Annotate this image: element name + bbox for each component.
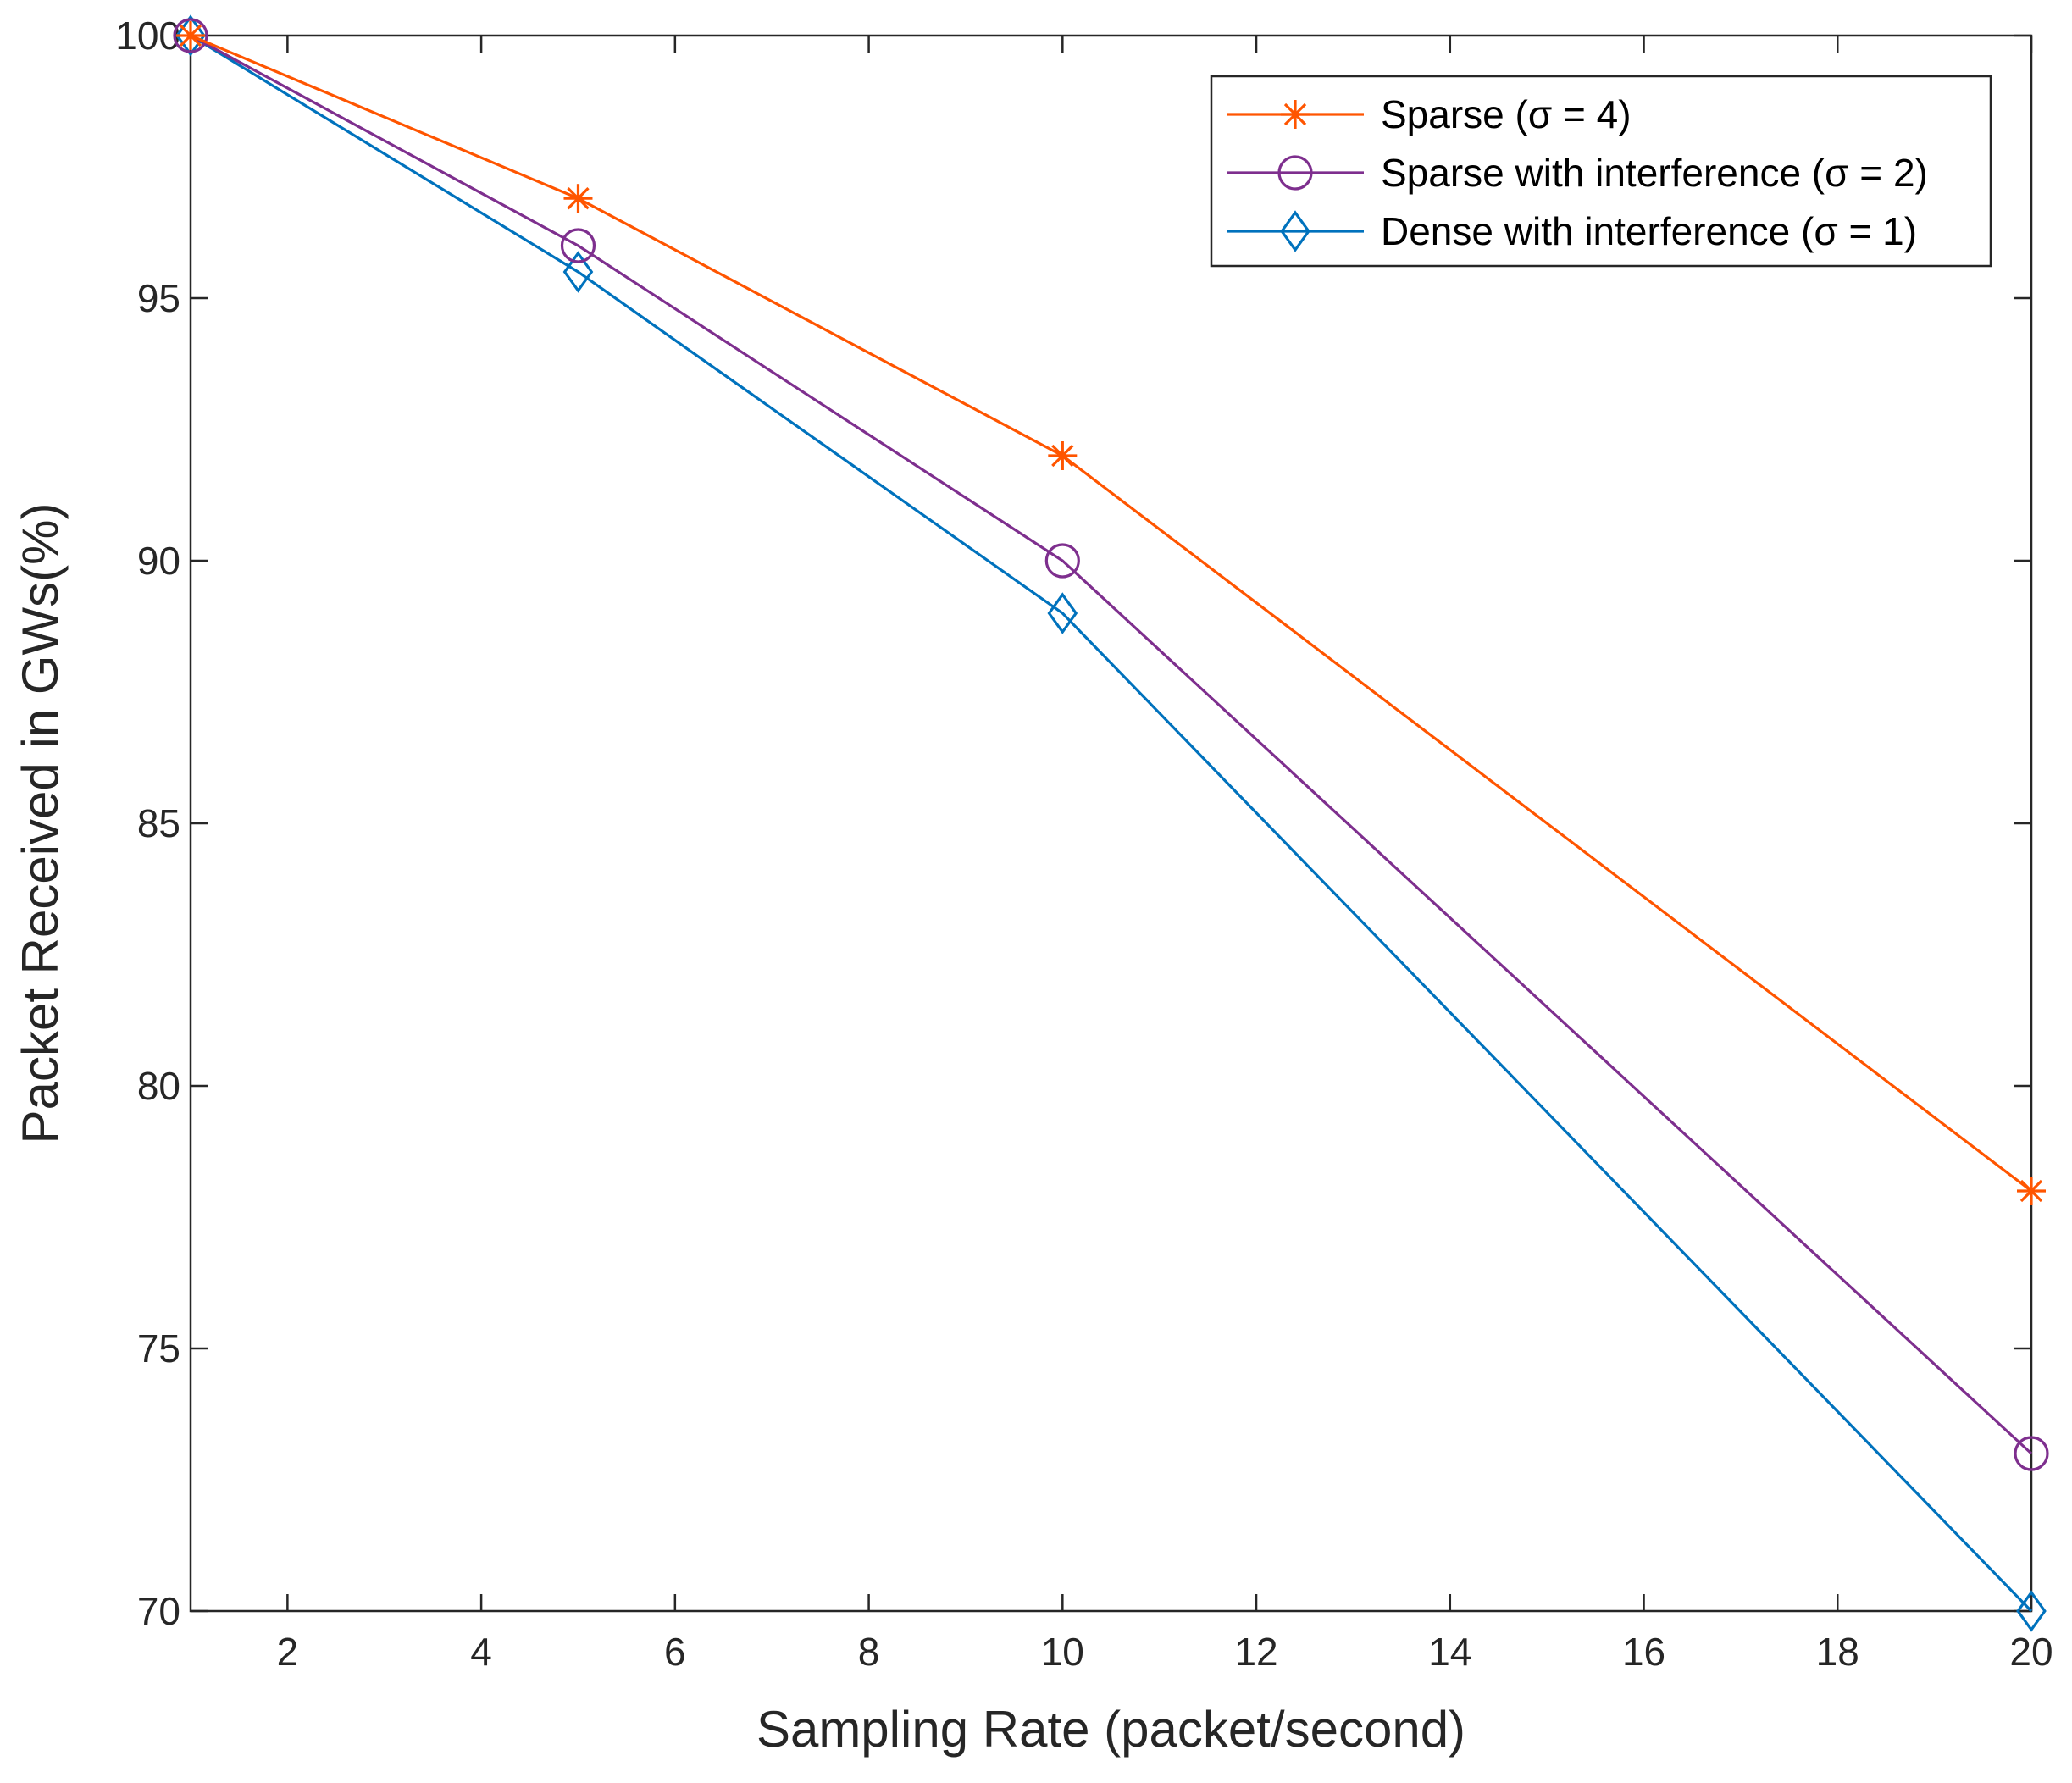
y-tick-label: 100: [115, 14, 180, 58]
x-tick-label: 10: [1041, 1630, 1084, 1674]
legend-label: Sparse with interference (σ = 2): [1381, 151, 1928, 195]
data-point: [563, 184, 593, 213]
x-tick-label: 16: [1622, 1630, 1665, 1674]
data-point: [1048, 441, 1078, 470]
legend-box: [1210, 75, 1992, 268]
series-group: [173, 14, 2049, 1632]
legend-marker: [1280, 210, 1310, 252]
series-line: [190, 34, 2032, 1193]
data-point: [176, 21, 205, 50]
legend-item: Sparse (σ = 4): [1227, 92, 1632, 136]
data-point: [562, 251, 594, 293]
legend-marker: [1277, 155, 1313, 191]
data-point: [2016, 1590, 2047, 1632]
series-3: [175, 14, 2047, 1632]
series-line: [190, 34, 2033, 1613]
x-tick-label: 20: [2009, 1630, 2053, 1674]
data-point: [1044, 543, 1080, 579]
series-1: [176, 21, 2046, 1205]
x-tick-label: 4: [470, 1630, 492, 1674]
y-tick-label: 95: [137, 276, 180, 320]
x-tick-label: 12: [1234, 1630, 1277, 1674]
asterisk-stroke: [1283, 102, 1307, 126]
legend-item: Dense with interference (σ = 1): [1227, 209, 1917, 253]
asterisk-stroke: [2019, 1179, 2043, 1203]
legend-label: Sparse (σ = 4): [1381, 92, 1632, 136]
y-tick-label: 90: [137, 539, 180, 583]
data-point: [1047, 592, 1078, 634]
data-point: [2014, 1436, 2049, 1471]
x-tick-label: 18: [1816, 1630, 1859, 1674]
y-tick-label: 70: [137, 1589, 180, 1633]
y-tick-label: 85: [137, 801, 180, 845]
legend-marker: [1281, 100, 1310, 129]
x-axis-title: Sampling Rate (packet/second): [756, 1701, 1465, 1758]
data-point: [173, 18, 208, 53]
data-point: [2017, 1177, 2046, 1205]
y-axis-title: Packet Received in GWs(%): [12, 503, 69, 1144]
series-2: [173, 18, 2049, 1471]
data-point: [175, 14, 206, 57]
asterisk-stroke: [1051, 444, 1074, 468]
x-tick-label: 6: [664, 1630, 686, 1674]
asterisk-stroke: [567, 187, 590, 210]
y-tick-label: 80: [137, 1064, 180, 1108]
asterisk-stroke: [179, 24, 202, 47]
y-tick-label: 75: [137, 1326, 180, 1370]
data-point: [560, 228, 596, 263]
legend: Sparse (σ = 4) Sparse with interference (…: [1210, 75, 1992, 268]
series-line: [190, 34, 2033, 1455]
legend-item: Sparse with interference (σ = 2): [1227, 151, 1928, 195]
axis-ticks: 2 4 6 8 10 12 14 16 18 20 70 75 80 85 90 95 100: [115, 14, 2053, 1674]
x-tick-label: 8: [858, 1630, 880, 1674]
legend-label: Dense with interference (σ = 1): [1381, 209, 1917, 253]
x-tick-label: 2: [277, 1630, 299, 1674]
x-tick-label: 14: [1428, 1630, 1471, 1674]
